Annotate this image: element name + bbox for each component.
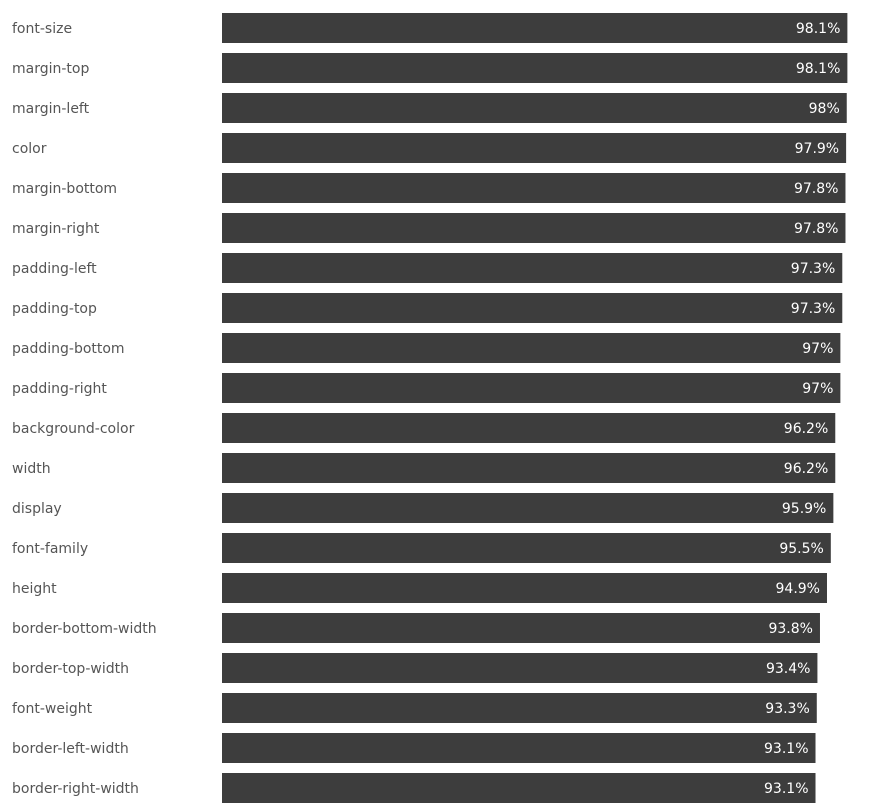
value-label: 93.3%: [765, 701, 809, 717]
value-label: 97%: [802, 381, 833, 397]
bar: [222, 413, 836, 443]
category-label: padding-right: [12, 381, 107, 397]
category-label: font-weight: [12, 701, 93, 717]
value-label: 98%: [809, 101, 840, 117]
category-label: border-right-width: [12, 781, 139, 797]
bar: [222, 693, 817, 723]
value-label: 97.8%: [794, 181, 838, 197]
bar: [222, 133, 847, 163]
bar: [222, 453, 836, 483]
category-label: background-color: [12, 421, 135, 437]
category-label: display: [12, 501, 62, 517]
value-label: 97.9%: [795, 141, 839, 157]
value-label: 97%: [802, 341, 833, 357]
value-label: 98.1%: [796, 61, 840, 77]
category-label: border-bottom-width: [12, 621, 157, 637]
value-label: 93.8%: [768, 621, 812, 637]
category-label: color: [12, 141, 47, 157]
bar: [222, 573, 827, 603]
category-label: border-left-width: [12, 741, 129, 757]
value-label: 97.8%: [794, 221, 838, 237]
bar: [222, 253, 843, 283]
value-label: 97.3%: [791, 261, 835, 277]
bar: [222, 613, 820, 643]
bar: [222, 53, 848, 83]
category-label: padding-bottom: [12, 341, 125, 357]
category-label: padding-top: [12, 301, 97, 317]
bar: [222, 773, 816, 803]
category-label: margin-right: [12, 221, 100, 237]
bar: [222, 653, 818, 683]
bar: [222, 173, 846, 203]
value-label: 96.2%: [784, 421, 828, 437]
bar: [222, 93, 847, 123]
category-label: height: [12, 581, 57, 597]
category-label: margin-top: [12, 61, 89, 77]
category-label: font-size: [12, 21, 72, 37]
value-label: 98.1%: [796, 21, 840, 37]
value-label: 95.9%: [782, 501, 826, 517]
value-label: 93.1%: [764, 781, 808, 797]
category-label: border-top-width: [12, 661, 129, 677]
category-label: margin-left: [12, 101, 90, 117]
category-label: margin-bottom: [12, 181, 117, 197]
bar: [222, 293, 843, 323]
bar: [222, 213, 846, 243]
bar: [222, 533, 831, 563]
value-label: 97.3%: [791, 301, 835, 317]
value-label: 93.1%: [764, 741, 808, 757]
category-label: width: [12, 461, 51, 477]
bar: [222, 373, 841, 403]
value-label: 95.5%: [779, 541, 823, 557]
category-label: padding-left: [12, 261, 97, 277]
category-label: font-family: [12, 541, 88, 557]
bar: [222, 333, 841, 363]
bar: [222, 13, 848, 43]
value-label: 96.2%: [784, 461, 828, 477]
value-label: 94.9%: [776, 581, 820, 597]
bar: [222, 733, 816, 763]
bar: [222, 493, 834, 523]
value-label: 93.4%: [766, 661, 810, 677]
